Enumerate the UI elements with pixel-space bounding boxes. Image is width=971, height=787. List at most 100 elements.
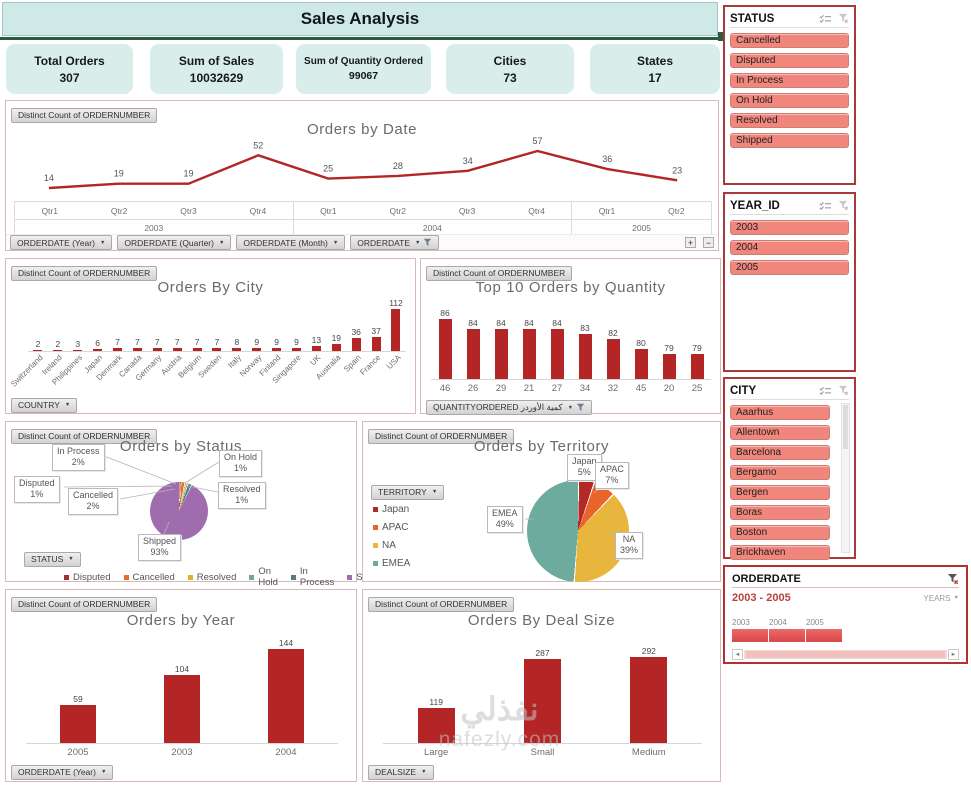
field-button-orderdate-quarter-[interactable]: ORDERDATE (Quarter) ▼ (117, 235, 232, 250)
legend-item-na: NA (373, 540, 410, 551)
chart-title: Orders By Deal Size (467, 612, 616, 629)
legend-swatch (373, 525, 378, 530)
axis-quarter-label: Qtr3 (180, 205, 197, 216)
slicer-item-barcelona[interactable]: Barcelona (730, 445, 830, 460)
timeline-segment-2003[interactable] (732, 629, 768, 642)
slicer-item-on-hold[interactable]: On Hold (730, 93, 849, 108)
city-bar-UK: 13 UK (308, 335, 323, 368)
slicer-item-cancelled[interactable]: Cancelled (730, 33, 849, 48)
clear-filter-icon[interactable] (947, 573, 959, 585)
territory-axis-button[interactable]: TERRITORY ▼ (371, 484, 445, 500)
slicer-item-resolved[interactable]: Resolved (730, 113, 849, 128)
clear-filter-icon[interactable] (838, 13, 849, 24)
clear-filter-icon[interactable] (838, 385, 849, 396)
chart-title: Orders By City (157, 279, 264, 296)
field-button-ordernumber[interactable]: Distinct Count of ORDERNUMBER (368, 596, 515, 612)
city-slicer-items: Aaarhus Allentown Barcelona Bergamo Bergen Bo… (730, 405, 849, 571)
slicer-item-2005[interactable]: 2005 (730, 260, 849, 275)
svg-text:25: 25 (323, 164, 333, 174)
quantityordered-axis-button[interactable]: QUANTITYORDERED كمية الأوردر ▼ (426, 400, 593, 415)
scroll-left-arrow[interactable]: ◄ (732, 649, 743, 660)
qty-bar-25: 79 25 (690, 343, 704, 394)
city-bar-Belgium: 7 Belgium (176, 337, 204, 380)
kpi-states: States 17 (590, 44, 720, 94)
slicer-item-disputed[interactable]: Disputed (730, 53, 849, 68)
slicer-item-boston[interactable]: Boston (730, 525, 830, 540)
slicer-item-2004[interactable]: 2004 (730, 240, 849, 255)
callout-apac: APAC 7% (595, 462, 629, 489)
orders-by-date-chart: Distinct Count of ORDERNUMBER Orders by … (5, 100, 719, 251)
territory-pie (527, 480, 629, 582)
dealsize-axis-button[interactable]: DEALSIZE ▼ (368, 764, 434, 780)
svg-text:19: 19 (183, 169, 193, 179)
city-bar-France: 37 France (358, 326, 383, 377)
qty-bar-21: 84 21 (522, 318, 536, 394)
timeline-segment-2005[interactable] (806, 629, 842, 642)
field-button-ordernumber[interactable]: Distinct Count of ORDERNUMBER (368, 428, 515, 444)
slicer-item-shipped[interactable]: Shipped (730, 133, 849, 148)
expand-button[interactable]: + (685, 237, 696, 248)
svg-text:28: 28 (393, 161, 403, 171)
slicer-item-allentown[interactable]: Allentown (730, 425, 830, 440)
quantity-bars: 86 46 84 26 84 29 84 21 84 27 83 34 82 32 80 45 79 20 79 25 (431, 291, 711, 394)
year-bar-2003: 104 2003 (130, 635, 234, 758)
slicer-item-bergamo[interactable]: Bergamo (730, 465, 830, 480)
legend-swatch (187, 574, 193, 580)
slicer-item-bergen[interactable]: Bergen (730, 485, 830, 500)
timeline-segment-2004[interactable] (769, 629, 805, 642)
field-button-ordernumber[interactable]: Distinct Count of ORDERNUMBER (426, 265, 573, 281)
slicer-item-in-process[interactable]: In Process (730, 73, 849, 88)
slicer-item-boras[interactable]: Boras (730, 505, 830, 520)
slicer-item-2003[interactable]: 2003 (730, 220, 849, 235)
slicer-title: CITY (730, 384, 757, 397)
kpi-cities: Cities 73 (446, 44, 574, 94)
year-bar-2004: 144 2004 (234, 635, 338, 758)
callout-resolved: Resolved 1% (218, 482, 266, 509)
header-handle (718, 32, 726, 41)
timeline-year-labels: 2003 2004 2005 (732, 618, 959, 627)
clear-filter-icon[interactable] (838, 200, 849, 211)
status-slicer-items: Cancelled Disputed In Process On Hold Resolv… (730, 33, 849, 148)
legend-swatch (64, 574, 69, 580)
field-button-orderdate[interactable]: ORDERDATE ▼ (350, 235, 440, 250)
kpi-sum-of-quantity: Sum of Quantity Ordered 99067 (296, 44, 431, 94)
legend-item-disputed: Disputed (64, 572, 111, 583)
scrollbar-track[interactable] (744, 650, 947, 659)
legend-swatch (373, 507, 378, 512)
status-legend: Disputed Cancelled Resolved On Hold In Proce… (64, 566, 391, 588)
scroll-right-arrow[interactable]: ► (948, 649, 959, 660)
orderdate-year-axis-button[interactable]: ORDERDATE (Year) ▼ (11, 764, 114, 780)
field-button-ordernumber[interactable]: Distinct Count of ORDERNUMBER (11, 596, 158, 612)
field-button-orderdate-year-[interactable]: ORDERDATE (Year) ▼ (10, 235, 113, 250)
timeline-title: ORDERDATE (732, 573, 801, 585)
city-bar-Germany: 7 Germany (134, 337, 164, 383)
multiselect-icon[interactable] (819, 201, 832, 211)
city-slicer-scrollbar[interactable] (841, 403, 850, 553)
field-button-ordernumber[interactable]: Distinct Count of ORDERNUMBER (11, 428, 158, 444)
slicer-item-brickhaven[interactable]: Brickhaven (730, 545, 830, 560)
svg-text:36: 36 (602, 154, 612, 164)
field-button-orderdate-month-[interactable]: ORDERDATE (Month) ▼ (236, 235, 346, 250)
country-axis-button[interactable]: COUNTRY ▼ (11, 397, 78, 413)
legend-item-emea: EMEA (373, 558, 410, 569)
status-axis-button[interactable]: STATUS ▼ (24, 551, 81, 567)
scrollbar-thumb[interactable] (746, 651, 945, 658)
legend-swatch (249, 574, 255, 580)
orders-by-status-chart: Distinct Count of ORDERNUMBER Orders by … (5, 421, 391, 588)
collapse-button[interactable]: − (703, 237, 714, 248)
field-button-ordernumber[interactable]: Distinct Count of ORDERNUMBER (11, 265, 158, 281)
multiselect-icon[interactable] (819, 14, 832, 24)
legend-swatch (373, 543, 378, 548)
timeline-year-label: 2003 (732, 618, 750, 627)
timeline-unit-dropdown[interactable]: YEARS ▼ (923, 593, 959, 603)
city-bar-Singapore: 9 Singapore (270, 336, 303, 386)
qty-bar-46: 86 46 (438, 308, 452, 394)
field-button-ordernumber[interactable]: Distinct Count of ORDERNUMBER (11, 107, 158, 123)
year-bar-2005: 59 2005 (26, 635, 130, 758)
axis-quarter-label: Qtr4 (249, 205, 267, 216)
city-bar-Canada: 7 Canada (117, 337, 144, 380)
qty-bar-20: 79 20 (662, 343, 676, 394)
multiselect-icon[interactable] (819, 386, 832, 396)
slicer-item-aaarhus[interactable]: Aaarhus (730, 405, 830, 420)
city-bar-Spain: 36 Spain (341, 326, 363, 374)
